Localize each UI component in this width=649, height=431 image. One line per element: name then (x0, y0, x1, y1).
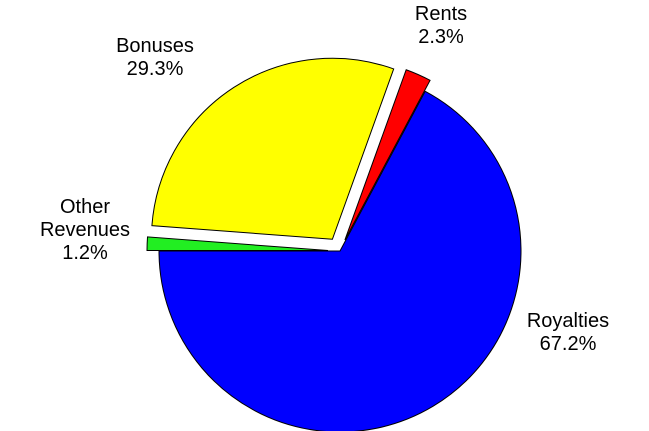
slice-label: Rents (415, 3, 467, 25)
pie-slice (158, 90, 522, 431)
value-label: 1.2% (62, 242, 108, 264)
slice-label: Bonuses (116, 35, 194, 57)
label-line: Other (60, 196, 110, 218)
value-label: 2.3% (418, 26, 464, 48)
slice-label: Other Revenues (40, 196, 130, 241)
pie-slice (344, 69, 431, 241)
label-line: Royalties (527, 310, 609, 332)
value-label: 67.2% (540, 333, 597, 355)
label-line: Rents (415, 3, 467, 25)
pie-slice (151, 57, 395, 240)
label-line: Revenues (40, 219, 130, 241)
value-label: 29.3% (127, 58, 184, 80)
label-line: Bonuses (116, 35, 194, 57)
pie-slice (146, 236, 329, 252)
slice-label: Royalties (527, 310, 609, 332)
